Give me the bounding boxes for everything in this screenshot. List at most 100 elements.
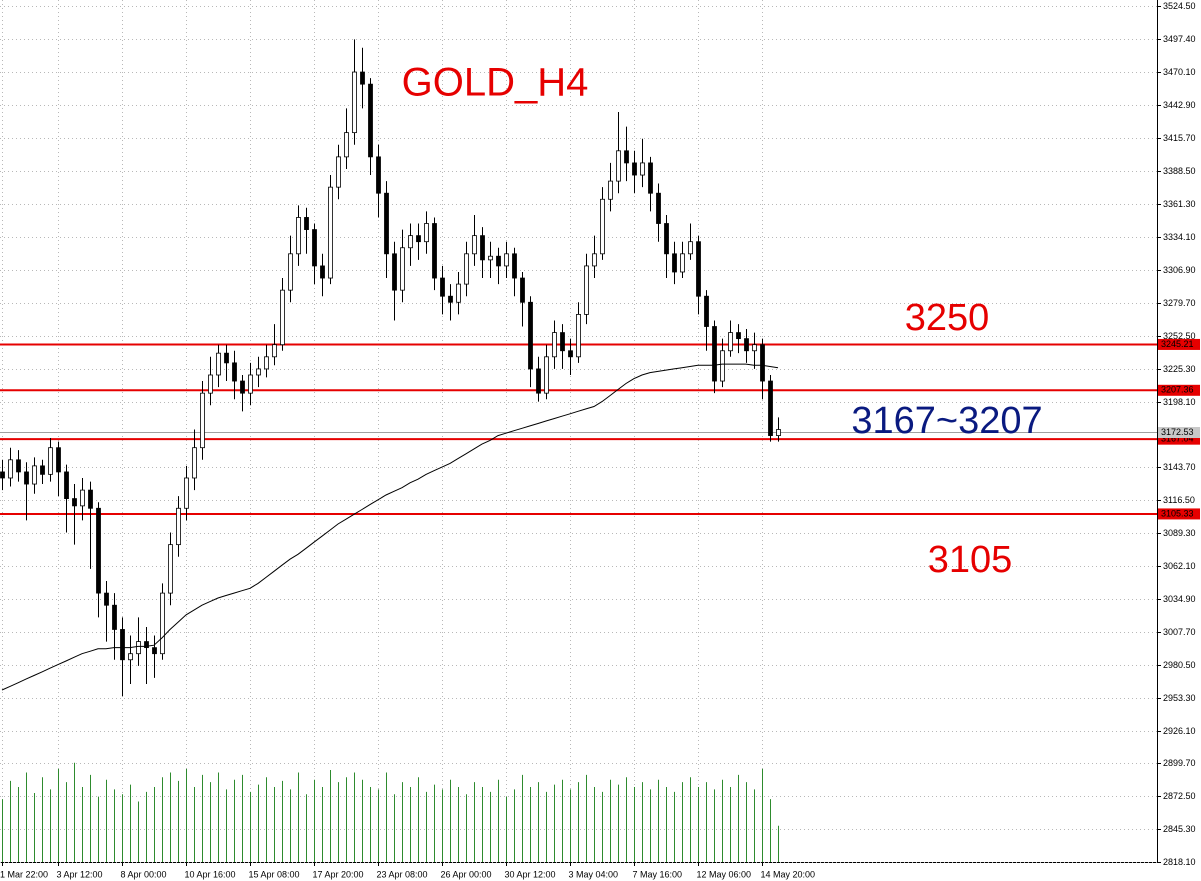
candle-body — [400, 247, 405, 291]
candle-body — [712, 326, 717, 382]
candle-body — [56, 447, 61, 473]
candle-body — [392, 253, 397, 291]
volume-layer — [2, 762, 779, 862]
candle-body — [432, 223, 437, 279]
y-tick-label: 3007.70 — [1163, 627, 1196, 637]
y-tick-label: 3225.30 — [1163, 364, 1196, 374]
candle-body — [504, 253, 509, 267]
candle-body — [224, 352, 229, 364]
candle-body — [344, 132, 349, 158]
candle-body — [680, 253, 685, 273]
y-tick-label: 3497.40 — [1163, 34, 1196, 44]
candle-body — [728, 332, 733, 352]
x-tick-label: 26 Apr 00:00 — [441, 869, 492, 879]
candle-body — [696, 241, 701, 297]
candle-body — [624, 150, 629, 164]
y-tick-label: 3279.70 — [1163, 298, 1196, 308]
x-tick-label: 3 May 04:00 — [569, 869, 619, 879]
candle-body — [272, 344, 277, 358]
current-price-box — [1158, 427, 1200, 439]
candle-body — [560, 332, 565, 352]
candle-body — [192, 447, 197, 479]
candle-body — [672, 253, 677, 273]
candle-body — [512, 253, 517, 279]
moving-average — [1, 363, 779, 691]
candle-body — [200, 392, 205, 449]
annotation: 3167~3207 — [851, 400, 1042, 442]
candle-body — [360, 71, 365, 85]
x-tick-label: 23 Apr 08:00 — [377, 869, 428, 879]
candle-body — [568, 350, 573, 358]
candle-body — [80, 489, 85, 507]
candle-body — [424, 223, 429, 243]
candle-body — [184, 477, 189, 509]
candle-body — [112, 604, 117, 630]
candle-body — [232, 362, 237, 382]
candle-body — [144, 641, 149, 649]
candle-body — [128, 653, 133, 661]
candle-body — [552, 332, 557, 358]
x-tick-label: 12 May 06:00 — [697, 869, 752, 879]
candle-body — [24, 471, 29, 485]
candle-body — [752, 344, 757, 352]
candle-body — [208, 374, 213, 394]
candle-body — [576, 313, 581, 358]
y-tick-label: 3306.90 — [1163, 265, 1196, 275]
y-tick-label: 3388.50 — [1163, 166, 1196, 176]
candle-body — [416, 235, 421, 243]
y-tick-label: 3524.50 — [1163, 1, 1196, 11]
candle-body — [160, 592, 165, 655]
candle-body — [744, 338, 749, 352]
y-tick-label: 3089.30 — [1163, 528, 1196, 538]
candle-body — [88, 489, 93, 509]
level-price-label: 3245.21 — [1161, 339, 1194, 349]
candle-body — [440, 277, 445, 297]
candle-body — [704, 295, 709, 327]
candle-body — [544, 356, 549, 394]
candle-body — [176, 507, 181, 546]
candle-body — [304, 217, 309, 230]
y-tick-label: 2953.30 — [1163, 693, 1196, 703]
candle-body — [120, 629, 125, 661]
candle-body — [216, 352, 221, 376]
candle-body — [600, 198, 605, 255]
candle-body — [48, 447, 53, 475]
y-tick-label: 3143.70 — [1163, 462, 1196, 472]
candle-body — [40, 465, 45, 475]
candle-body — [464, 253, 469, 285]
candle-body — [384, 192, 389, 255]
candle-body — [608, 180, 613, 200]
candle-body — [136, 641, 141, 655]
candle-body — [296, 217, 301, 255]
candle-body — [664, 223, 669, 255]
x-tick-label: 8 Apr 00:00 — [121, 869, 167, 879]
candle-body — [152, 647, 157, 655]
candle-body — [688, 241, 693, 255]
y-tick-label: 3116.50 — [1163, 495, 1195, 505]
candle-body — [0, 471, 5, 479]
candle-body — [768, 380, 773, 436]
candle-body — [248, 374, 253, 394]
candle-layer — [0, 39, 781, 697]
level-price-label: 3105.33 — [1161, 508, 1194, 518]
candle-body — [616, 150, 621, 182]
y-tick-label: 2818.10 — [1163, 857, 1196, 867]
candle-body — [256, 368, 261, 376]
candle-body — [280, 289, 285, 346]
x-tick-label: 3 Apr 12:00 — [57, 869, 103, 879]
candle-body — [376, 156, 381, 194]
candle-body — [760, 344, 765, 382]
y-tick-label: 2980.50 — [1163, 660, 1196, 670]
y-tick-label: 3415.70 — [1163, 133, 1196, 143]
level-price-box — [1158, 384, 1200, 396]
candle-body — [312, 229, 317, 267]
y-tick-label: 3442.90 — [1163, 100, 1196, 110]
y-tick-label: 2899.70 — [1163, 758, 1196, 768]
y-tick-label: 3034.90 — [1163, 594, 1196, 604]
candle-body — [328, 186, 333, 279]
candle-body — [240, 380, 245, 394]
level-price-box — [1158, 508, 1200, 520]
level-price-label: 3167.04 — [1161, 434, 1194, 444]
candle-body — [264, 356, 269, 370]
